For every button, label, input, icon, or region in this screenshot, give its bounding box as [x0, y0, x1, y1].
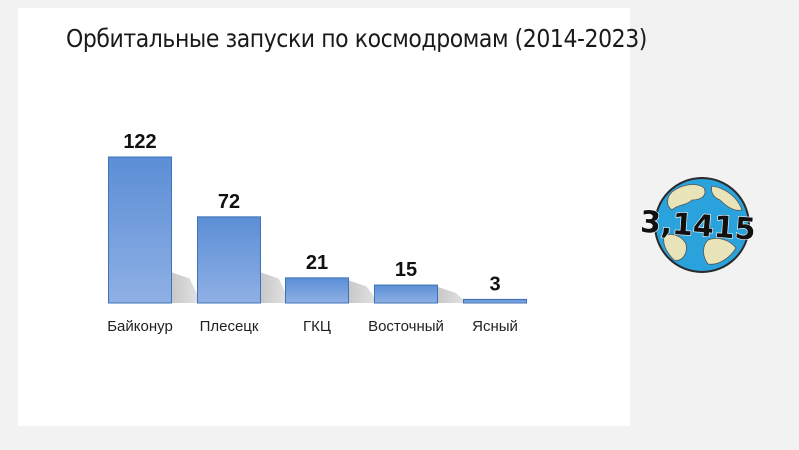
bar: [285, 277, 349, 304]
category-label: Байконур: [107, 318, 173, 335]
globe-continent: [667, 184, 706, 211]
data-label: 3: [489, 273, 500, 295]
category-label: ГКЦ: [303, 318, 331, 335]
bar: [197, 216, 261, 304]
data-label: 21: [306, 252, 328, 274]
bar-shadow: [437, 286, 468, 303]
globe-continent: [663, 234, 687, 261]
bar-shadow: [348, 280, 379, 303]
data-label: 15: [395, 259, 417, 281]
bar: [463, 298, 527, 304]
category-label: Плесецк: [200, 318, 259, 335]
data-label: 72: [218, 191, 240, 213]
globe-continent: [703, 238, 737, 265]
logo-text: 3,1415: [642, 205, 757, 248]
chart-title: Орбитальные запуски по космодромам (2014…: [66, 24, 647, 53]
globe-logo: 3,1415: [642, 177, 757, 273]
globe-continent: [711, 185, 743, 211]
bar-shadow: [171, 272, 202, 303]
category-label: Восточный: [368, 318, 444, 335]
bar: [374, 284, 438, 304]
bar-chart: 122 72 21 15 3 Байконур Плесецк ГКЦ Восточный Яс…: [107, 131, 527, 335]
category-label: Ясный: [472, 318, 518, 335]
data-label: 122: [123, 131, 156, 153]
bar-shadow: [260, 272, 291, 303]
bar: [108, 156, 172, 304]
